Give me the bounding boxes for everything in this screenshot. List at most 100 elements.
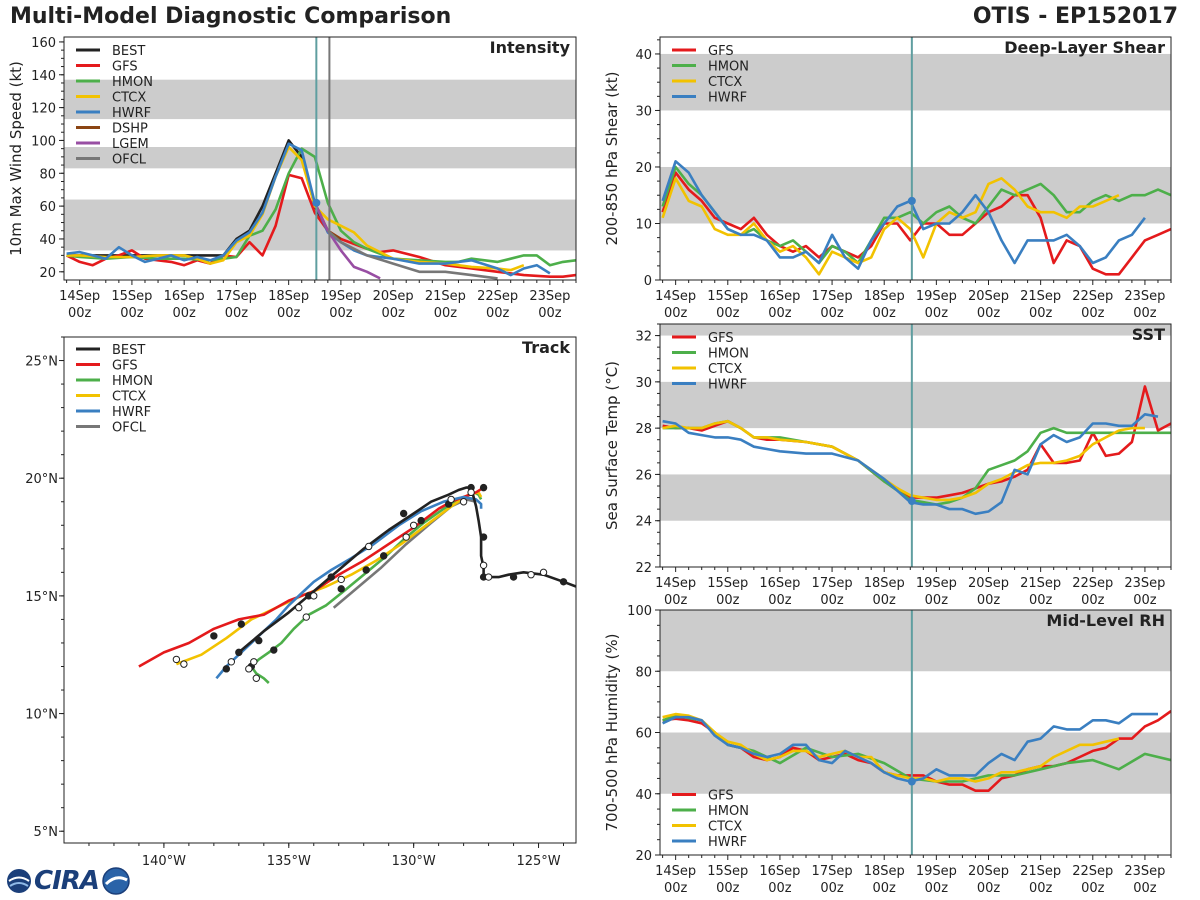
rh-xtick-label: 00z (925, 881, 949, 896)
track-position-dot (527, 571, 535, 579)
track-position-dot (270, 646, 278, 654)
shear-marker-0 (907, 196, 916, 205)
track-ytick-label: 10°N (25, 708, 58, 723)
legend-label-dshp: DSHP (112, 122, 148, 137)
intensity-ylabel: 10m Max Wind Speed (kt) (7, 61, 25, 256)
shear-ytick-label: 30 (635, 104, 652, 119)
shear-ytick-label: 20 (635, 161, 652, 176)
rh-marker-0 (907, 777, 916, 786)
shear-xtick-label: 21Sep (1020, 289, 1061, 304)
track-position-dot (222, 665, 231, 673)
intensity-ytick-label: 100 (31, 134, 56, 149)
shear-ytick-label: 10 (635, 217, 652, 232)
legend-label-best: BEST (112, 343, 145, 358)
rh-ylabel: 700-500 hPa Humidity (%) (603, 633, 621, 831)
rh-xtick-label: 00z (716, 881, 740, 896)
track-position-dot (509, 573, 518, 581)
rh-xtick-label: 00z (768, 881, 792, 896)
intensity-series-lgem (313, 202, 381, 280)
sst-title: SST (1132, 325, 1165, 344)
shear-xtick-label: 00z (1029, 306, 1053, 321)
legend-label-hmon: HMON (708, 804, 749, 819)
rh-xtick-label: 23Sep (1124, 864, 1165, 879)
intensity-xtick-label: 18Sep (268, 289, 309, 304)
sst-xtick-label: 16Sep (759, 576, 800, 591)
track-panel: 5°N 10°N 15°N 20°N 25°N 140°W 135°W 130°W 125°W T… (25, 336, 577, 869)
shear-xtick-label: 14Sep (655, 289, 696, 304)
intensity-xtick-label: 23Sep (529, 289, 570, 304)
legend-label-hmon: HMON (708, 347, 749, 362)
intensity-ytick-label: 80 (39, 167, 56, 182)
legend-label-ctcx: CTCX (708, 362, 742, 377)
intensity-frame (63, 36, 577, 281)
track-position-dot (559, 578, 568, 586)
track-position-dot (539, 568, 548, 577)
intensity-ytick-label: 140 (31, 69, 56, 84)
sst-xtick-label: 17Sep (812, 576, 853, 591)
sst-xtick-label: 00z (873, 593, 897, 608)
rh-ytick-label: 60 (635, 727, 652, 742)
shear-xtick-label: 19Sep (916, 289, 957, 304)
shear-xtick-label: 15Sep (707, 289, 748, 304)
intensity-band-0 (64, 199, 576, 251)
intensity-xtick-label: 00z (486, 306, 510, 321)
sst-ytick-label: 30 (635, 376, 652, 391)
rh-xtick-label: 00z (873, 881, 897, 896)
track-xtick-label: 135°W (267, 854, 311, 869)
track-position-dot (362, 566, 370, 574)
track-ytick-label: 5°N (34, 825, 59, 840)
rh-xtick-label: 00z (1081, 881, 1105, 896)
rh-title: Mid-Level RH (1046, 611, 1165, 630)
track-position-dot (379, 552, 388, 560)
sst-xtick-label: 23Sep (1124, 576, 1165, 591)
sst-xtick-label: 00z (1029, 593, 1053, 608)
sst-xtick-label: 00z (1133, 593, 1157, 608)
sst-ylabel: Sea Surface Temp (°C) (603, 361, 621, 530)
legend-label-ctcx: CTCX (708, 820, 742, 835)
intensity-xtick-label: 22Sep (477, 289, 518, 304)
shear-xtick-label: 20Sep (968, 289, 1009, 304)
track-ytick-label: 15°N (25, 590, 58, 605)
sst-xtick-label: 00z (664, 593, 688, 608)
track-position-dot (459, 498, 468, 506)
legend-label-hwrf: HWRF (708, 91, 747, 106)
sst-xtick-label: 00z (768, 593, 792, 608)
intensity-xtick-label: 00z (434, 306, 458, 321)
legend-label-hwrf: HWRF (112, 405, 151, 420)
rh-xtick-label: 00z (1133, 881, 1157, 896)
sst-xtick-label: 00z (1081, 593, 1105, 608)
sst-ytick-label: 32 (635, 330, 652, 345)
intensity-xtick-label: 00z (225, 306, 249, 321)
track-position-dot (210, 632, 218, 640)
shear-xtick-label: 00z (1081, 306, 1105, 321)
legend-label-gfs: GFS (708, 789, 734, 804)
shear-panel: 0 10 20 30 40 14Sep 00z 15Sep 00z 16Sep 00z 17Sep 00… (603, 36, 1172, 321)
storm-title: OTIS - EP152017 (972, 4, 1178, 29)
track-frame (63, 336, 577, 844)
track-position-dot (327, 573, 335, 581)
rh-ytick-label: 40 (635, 788, 652, 803)
shear-ytick-label: 40 (635, 48, 652, 63)
track-position-dot (255, 636, 263, 645)
page-title: Multi-Model Diagnostic Comparison (10, 4, 452, 29)
rh-xtick-label: 22Sep (1072, 864, 1113, 879)
track-xtick-label: 130°W (392, 854, 436, 869)
intensity-ytick-label: 60 (39, 200, 56, 215)
legend-label-hmon: HMON (112, 374, 153, 389)
shear-xtick-label: 00z (925, 306, 949, 321)
rh-band-1 (660, 610, 1171, 672)
sst-series-ctcx (662, 419, 1145, 502)
legend-label-hmon: HMON (112, 75, 153, 90)
legend-label-hwrf: HWRF (708, 835, 747, 850)
intensity-band-2 (64, 79, 576, 120)
shear-xtick-label: 00z (977, 306, 1001, 321)
intensity-xtick-label: 00z (120, 306, 144, 321)
legend-label-best: BEST (112, 44, 145, 59)
legend-label-hwrf: HWRF (708, 378, 747, 393)
track-position-dot (295, 603, 303, 612)
track-position-dot (310, 592, 318, 600)
rh-xtick-label: 19Sep (916, 864, 957, 879)
legend-label-ctcx: CTCX (708, 75, 742, 90)
